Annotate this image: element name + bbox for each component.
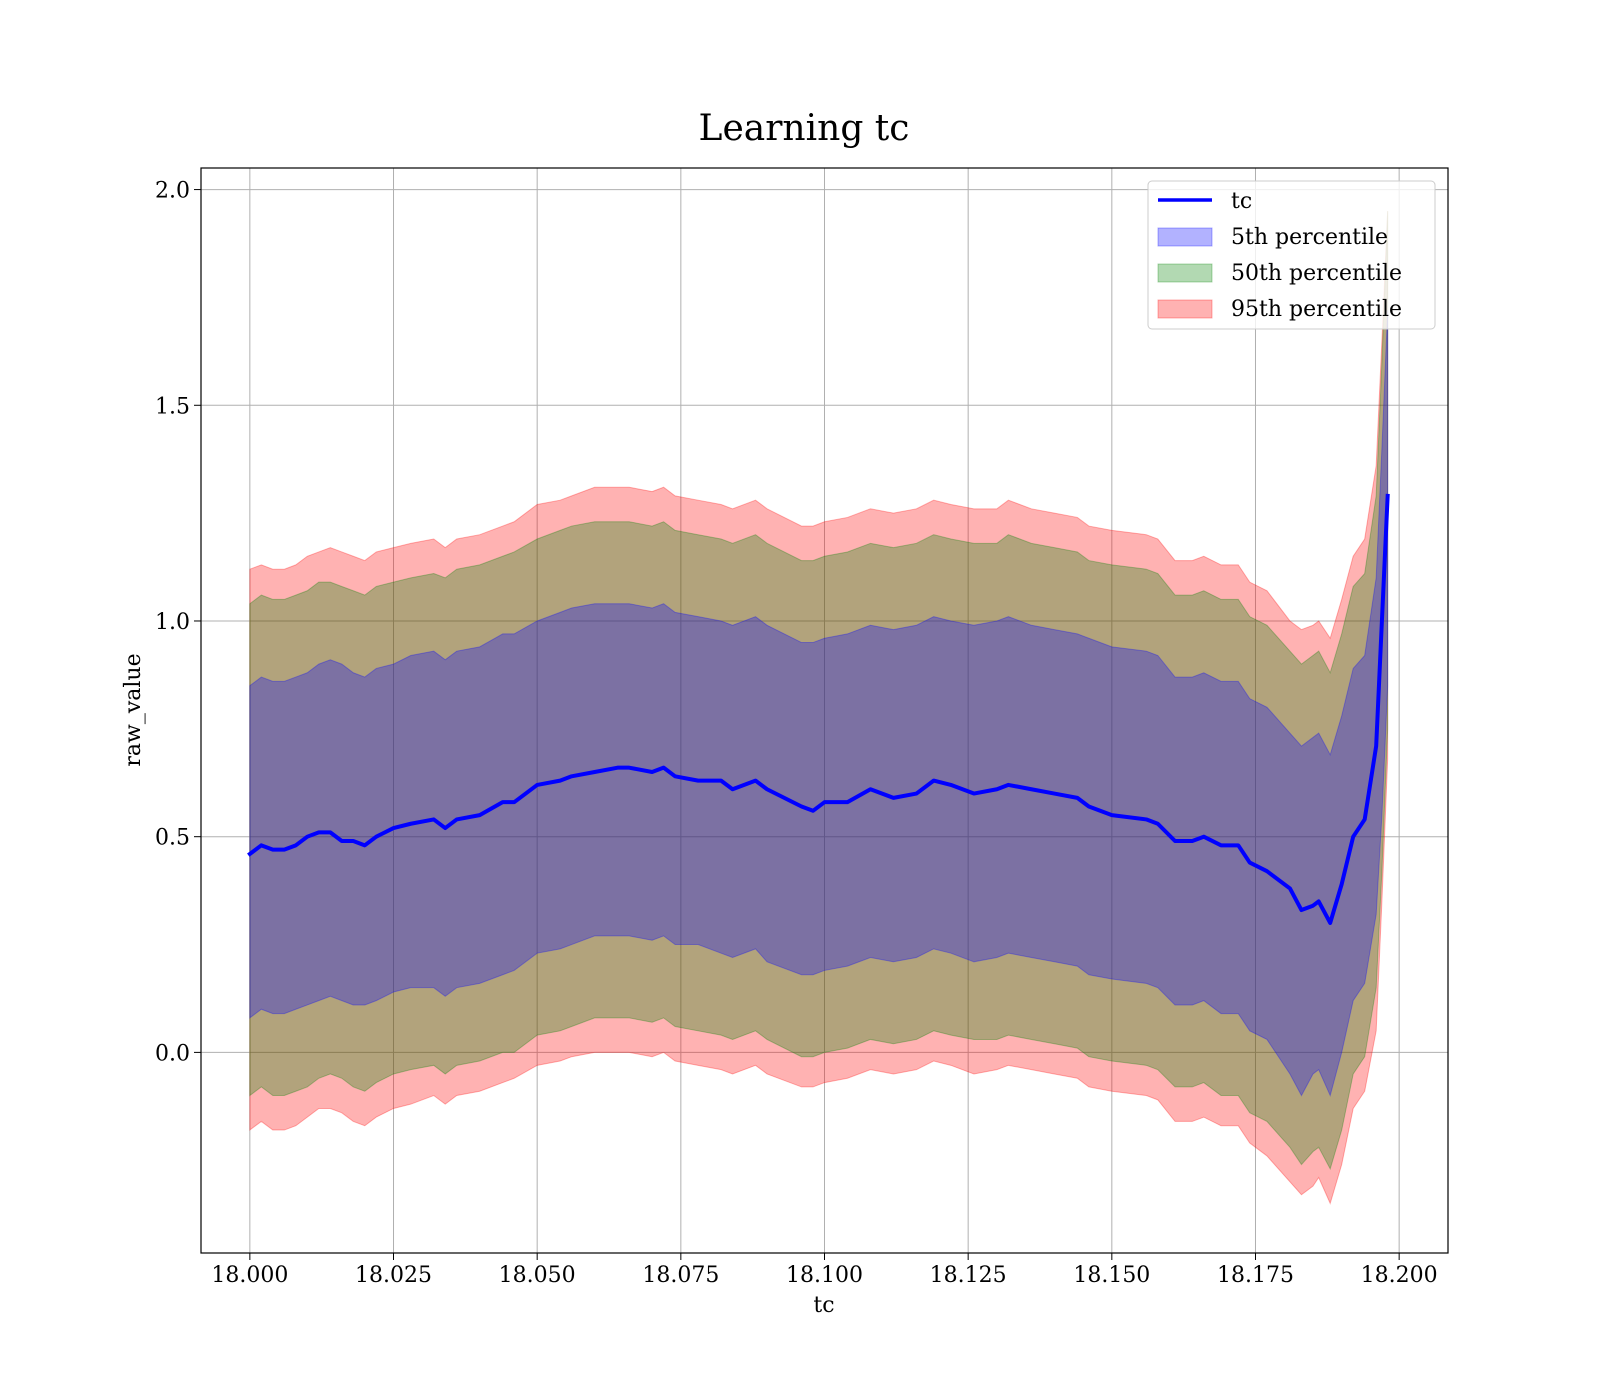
- band-layer: [249, 211, 1389, 1205]
- band-5th-percentile: [249, 310, 1389, 1098]
- x-tick-label: 18.175: [1217, 1263, 1294, 1288]
- y-tick-label: 0.0: [155, 1041, 190, 1066]
- band-95th-percentile: [249, 211, 1389, 1205]
- line-layer: [247, 493, 1390, 925]
- x-tick-label: 18.000: [211, 1263, 288, 1288]
- y-axis-label: raw_value: [121, 653, 146, 766]
- x-tick-label: 18.100: [786, 1263, 863, 1288]
- legend-swatch-5th-percentile: [1157, 227, 1213, 247]
- x-axis-label: tc: [813, 1293, 834, 1318]
- legend-label-50th-percentile: 50th percentile: [1231, 261, 1402, 286]
- x-tick-label: 18.050: [499, 1263, 576, 1288]
- legend-label-95th-percentile: 95th percentile: [1231, 297, 1402, 322]
- legend-frame: [1147, 180, 1436, 330]
- legend-swatch-50th-percentile: [1157, 263, 1213, 283]
- y-tick-label: 1.5: [155, 394, 190, 419]
- legend-swatch-95th-percentile: [1157, 299, 1213, 319]
- x-tick-label: 18.125: [930, 1263, 1007, 1288]
- y-tick-label: 1.0: [155, 610, 190, 635]
- y-tick-label: 0.5: [155, 826, 190, 851]
- series-line-tc: [247, 493, 1390, 925]
- legend-label-5th-percentile: 5th percentile: [1231, 225, 1388, 250]
- x-tick-label: 18.025: [355, 1263, 432, 1288]
- y-tick-label: 2.0: [155, 179, 190, 204]
- legend-label-tc: tc: [1231, 189, 1252, 214]
- x-tick-label: 18.150: [1073, 1263, 1150, 1288]
- tick-layer: 18.000 18.025 18.050 18.075 18.100 18.125 18.1…: [155, 179, 1438, 1288]
- band-50th-percentile: [249, 211, 1389, 1171]
- legend: tc 5th percentile 50th percentile 95th p…: [1147, 180, 1436, 330]
- x-tick-label: 18.075: [642, 1263, 719, 1288]
- x-tick-label: 18.200: [1361, 1263, 1438, 1288]
- grid-layer: [201, 168, 1448, 1253]
- chart-title: Learning tc: [699, 108, 910, 149]
